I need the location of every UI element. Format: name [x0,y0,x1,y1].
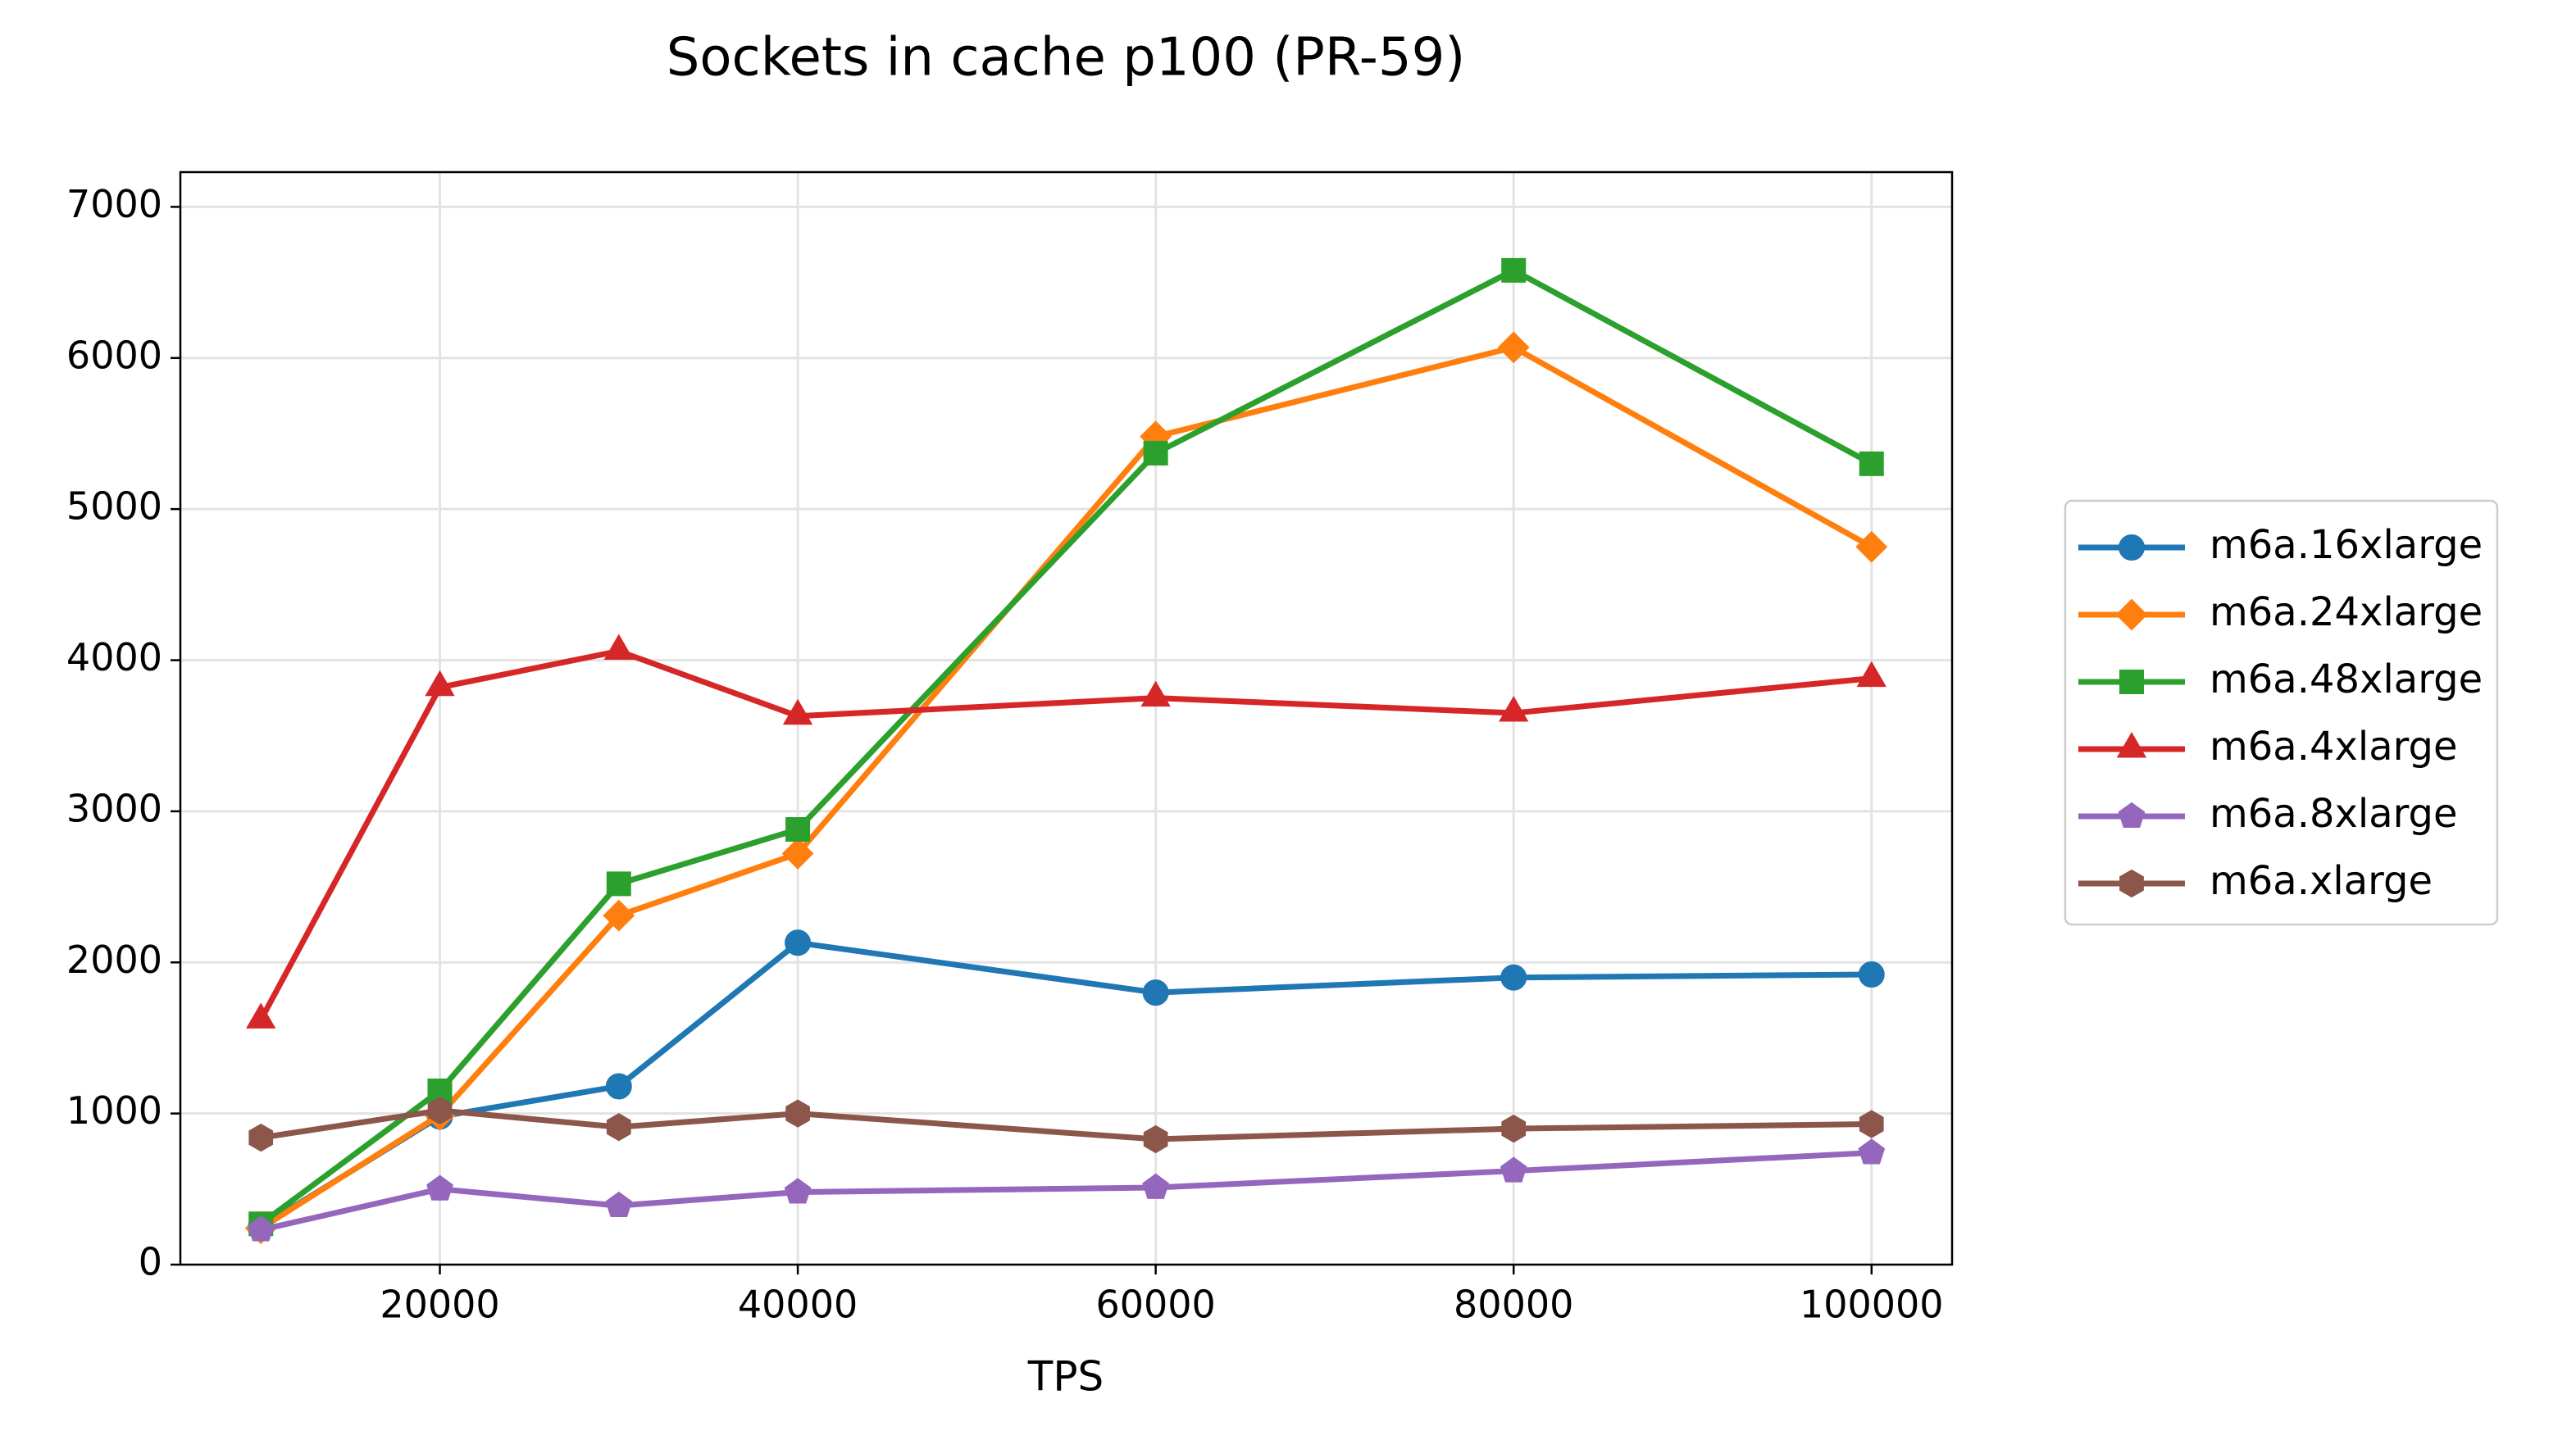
x-tick-label: 20000 [380,1283,499,1327]
marker [785,817,811,843]
marker [603,634,634,660]
marker [1143,1124,1168,1154]
legend-label: m6a.xlarge [2210,858,2433,904]
series [246,634,1886,1029]
x-axis-label: TPS [1027,1353,1104,1401]
marker [246,1002,276,1029]
y-tick-label: 2000 [66,938,162,982]
marker [1500,1156,1527,1183]
marker [2115,598,2148,631]
series-line [260,1150,1872,1233]
marker [425,670,455,697]
legend-label: m6a.8xlarge [2210,791,2458,837]
chart-title: Sockets in cache p100 (PR-59) [667,28,1466,89]
marker [2119,670,2144,694]
y-tick-label: 4000 [66,635,162,679]
y-tick-label: 7000 [66,182,162,226]
series [247,1138,1886,1242]
marker [785,929,812,956]
marker [1142,1173,1170,1199]
marker [1500,964,1527,991]
series-line [258,647,1873,1021]
marker [605,1191,633,1218]
marker [1858,961,1885,988]
marker [1859,1110,1884,1138]
series-line [259,344,1873,1231]
y-tick-label: 5000 [66,484,162,529]
legend-label: m6a.16xlarge [2210,522,2483,568]
marker [1143,440,1168,466]
marker [1499,696,1529,722]
marker [1501,257,1527,283]
marker [782,698,813,725]
marker [2118,802,2146,828]
marker [1501,1114,1527,1143]
marker [2119,869,2144,898]
x-tick-label: 80000 [1454,1283,1573,1327]
marker [1142,979,1169,1006]
x-tick-label: 60000 [1095,1283,1215,1327]
x-tick-label: 100000 [1800,1283,1944,1327]
marker [781,838,814,870]
marker [1497,331,1530,364]
y-tick-label: 0 [139,1240,162,1284]
marker [426,1174,453,1201]
series [248,1096,1884,1154]
marker [606,871,631,897]
marker [606,1113,631,1142]
marker [248,1123,274,1152]
marker [785,1099,810,1128]
series-line [259,939,1872,1229]
series [248,257,1884,1237]
marker [1859,451,1884,476]
legend-label: m6a.24xlarge [2210,589,2483,635]
plot-frame [179,170,1954,1266]
legend-label: m6a.4xlarge [2210,724,2458,770]
marker [247,1215,275,1242]
marker [605,1073,632,1100]
marker [1855,530,1888,563]
legend-label: m6a.48xlarge [2210,656,2483,702]
marker [427,1096,453,1125]
marker [784,1178,812,1204]
marker [2119,534,2145,561]
y-tick-label: 1000 [66,1088,162,1133]
series-line [260,1107,1872,1142]
y-tick-label: 3000 [66,786,162,830]
marker [1140,680,1171,707]
marker [1858,1138,1886,1165]
marker [603,899,635,932]
marker [2116,732,2147,758]
marker [1856,661,1886,688]
x-tick-label: 40000 [738,1283,858,1327]
y-tick-label: 6000 [66,333,162,377]
